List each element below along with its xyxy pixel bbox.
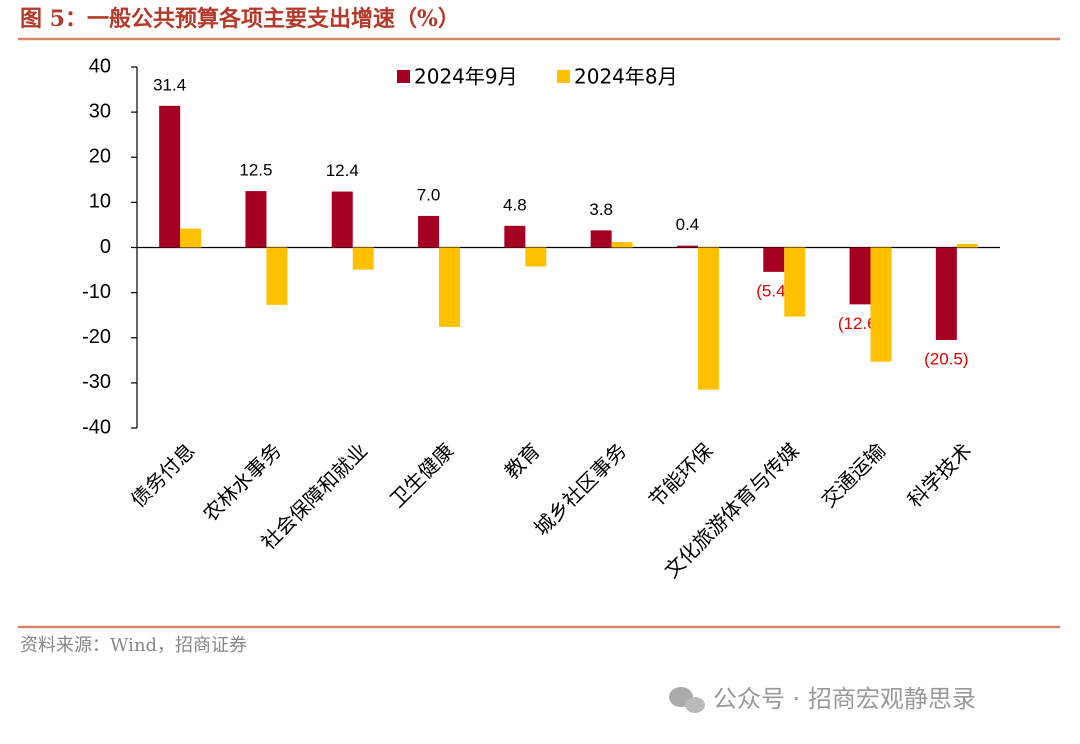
bar (525, 247, 547, 267)
x-tick-label: 教育 (500, 438, 545, 483)
source-note: 资料来源：Wind，招商证券 (20, 635, 247, 656)
x-tick-label: 债务付息 (126, 438, 200, 512)
bar (611, 242, 633, 248)
y-tick-label: 0 (100, 236, 111, 258)
x-tick-label: 科学技术 (903, 438, 977, 512)
x-tick-label: 卫生健康 (385, 438, 459, 512)
bar (849, 247, 871, 305)
data-label: 3.8 (589, 200, 613, 219)
y-tick-label: -30 (82, 371, 111, 393)
y-tick-label: -10 (82, 281, 111, 303)
data-label: (20.5) (924, 349, 968, 368)
y-tick-label: -20 (82, 326, 111, 348)
x-tick-label: 节能环保 (644, 438, 718, 512)
bar (676, 245, 698, 248)
legend-label: 2024年9月 (414, 65, 518, 89)
watermark-icon (669, 687, 705, 713)
bar (159, 105, 181, 248)
watermark: 公众号 · 招商宏观静思录 (713, 685, 976, 713)
data-label: 0.4 (676, 215, 700, 234)
bar (697, 247, 719, 390)
x-tick-label: 交通运输 (816, 438, 890, 512)
bar (590, 230, 612, 248)
bar (439, 247, 461, 327)
bar (784, 247, 806, 317)
data-label: 12.5 (239, 161, 272, 180)
bar (935, 247, 957, 341)
bar (245, 191, 267, 248)
y-tick-label: -40 (82, 416, 111, 438)
data-label: 31.4 (153, 75, 186, 94)
x-tick-label: 农林水事务 (198, 438, 286, 526)
bar (870, 247, 892, 362)
legend-label: 2024年8月 (574, 65, 678, 89)
data-label: 4.8 (503, 195, 527, 214)
bar (352, 247, 374, 270)
bar (266, 247, 288, 305)
chart-title: 图 5：一般公共预算各项主要支出增速（%） (20, 6, 460, 32)
legend-swatch (557, 70, 570, 83)
data-label: 7.0 (417, 185, 441, 204)
legend-swatch (397, 70, 410, 83)
data-label: (5.4) (756, 281, 791, 300)
bar (331, 191, 353, 248)
bar (504, 225, 526, 248)
y-tick-label: 30 (89, 100, 111, 122)
x-tick-label: 城乡社区事务 (529, 438, 631, 540)
bar (763, 247, 785, 272)
bar (418, 215, 440, 248)
y-tick-label: 20 (89, 146, 111, 168)
data-label: 12.4 (326, 161, 359, 180)
y-tick-label: 40 (89, 55, 111, 77)
bar (180, 228, 202, 248)
bar (956, 243, 978, 248)
y-tick-label: 10 (89, 191, 111, 213)
